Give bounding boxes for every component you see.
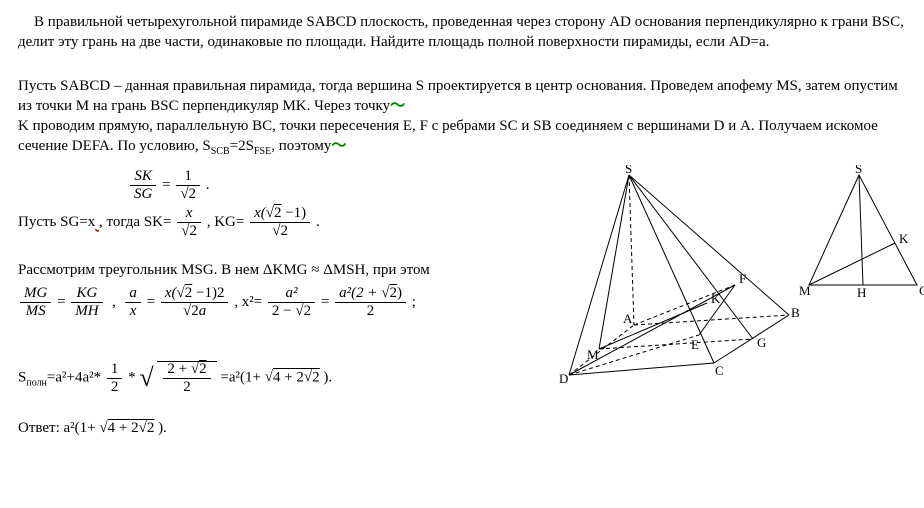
ans-p: 4 + 2: [108, 420, 139, 436]
eq3a-rn: KG: [77, 285, 98, 301]
ans-label: Ответ: a²(1+: [18, 420, 99, 436]
eq3c-rnpo: ): [397, 285, 402, 301]
tlbl-M: M: [799, 283, 811, 298]
solution-p2: Пусть SABCD – данная правильная пирамида…: [18, 76, 906, 159]
eq1-num: SK: [134, 168, 152, 184]
s-full-line: Sполн=a²+4a²* 1 2 * 2 + 2 2 =a²(1+ 4 + 2…: [18, 361, 533, 395]
figure-pyramid: S D C B A M G K E F: [539, 165, 799, 390]
frac-big: x(2 −1)2 2a: [161, 286, 229, 319]
sub-fse: FSE: [254, 146, 271, 157]
big-root: 2 + 2 2: [139, 361, 216, 395]
lbl-G: G: [757, 335, 766, 350]
s-fin-s: 2: [312, 369, 320, 385]
eq1-eq: =: [162, 177, 174, 193]
eq3a-ln: MG: [24, 285, 47, 301]
eq3b-rds: 2: [191, 303, 199, 319]
frac-half: 1 2: [107, 362, 123, 395]
s-half-n: 1: [107, 362, 123, 379]
eq3c-rns: 2: [389, 285, 397, 301]
eq1-rhs-num: 1: [176, 169, 200, 186]
s-fin-p: 4 + 2: [273, 369, 304, 385]
eq3c-rd: 2: [335, 303, 406, 319]
frac-sk: x 2: [177, 206, 201, 239]
sol-p2b-mid: =2S: [230, 138, 254, 154]
lbl-C: C: [715, 363, 724, 378]
eq3c-l: x²=: [242, 294, 266, 310]
s-rd: 2: [163, 379, 210, 395]
frac-x2-a: a² 2 − 2: [268, 286, 315, 319]
lbl-A: A: [623, 311, 633, 326]
s-half-d: 2: [107, 379, 123, 395]
problem-statement: В правильной четырехугольной пирамиде SA…: [18, 12, 906, 53]
figure-triangle: S M H G K: [799, 165, 924, 300]
eq1-rhs-den: 2: [189, 186, 197, 202]
tlbl-S: S: [855, 165, 862, 176]
answer-line: Ответ: a²(1+ 4 + 22 ).: [18, 420, 533, 437]
eq3a-ld: MS: [26, 303, 46, 319]
eq3b-ld: x: [130, 303, 137, 319]
sol-p2a: Пусть SABCD – данная правильная пирамида…: [18, 78, 898, 114]
eq3c-mdp: 2 −: [272, 303, 295, 319]
lbl-F: F: [739, 271, 746, 286]
s-rnp: 2 +: [167, 361, 190, 377]
frac-kg-mh: KG MH: [71, 286, 102, 319]
eq3b-rdp: a: [199, 303, 207, 319]
eq3c-rnp: a²(2 +: [339, 285, 381, 301]
tlbl-H: H: [857, 285, 866, 300]
solution-p4: Рассмотрим треугольник MSG. В нем ΔKMG ≈…: [18, 260, 533, 280]
frac-kg: x(2 −1) 2: [250, 206, 310, 239]
lbl-B: B: [791, 305, 799, 320]
tlbl-G: G: [919, 283, 924, 298]
wave-mark-2: ～: [331, 138, 344, 154]
eq2b-np: x(: [254, 205, 266, 221]
lbl-M: M: [587, 347, 599, 362]
frac-1-root2: 1 2: [176, 169, 200, 202]
p3a: Пусть SG=x: [18, 214, 95, 230]
tlbl-K: K: [899, 231, 909, 246]
frac-x2-b: a²(2 + 2) 2: [335, 286, 406, 319]
s-b: =a²+4a²*: [47, 369, 105, 385]
p3b: , тогда SK=: [99, 214, 171, 230]
line-sg-x: Пусть SG=x , тогда SK= x 2 , KG= x( 2 −1)…: [18, 206, 533, 239]
equation-3: MG MS = KG MH , a x = x(2 −1)2 2a , x²= …: [18, 286, 533, 319]
eq2b-den: 2: [281, 223, 289, 239]
eq2a-den: 2: [189, 223, 197, 239]
s-e: ).: [320, 369, 333, 385]
s-rns: 2: [199, 361, 207, 377]
eq2b-npo: −1): [281, 205, 306, 221]
s-sub: полн: [26, 377, 47, 388]
lbl-S: S: [625, 165, 632, 176]
eq3a-rd: MH: [75, 303, 98, 319]
lbl-D: D: [559, 371, 568, 386]
s-c: *: [128, 369, 139, 385]
lbl-E: E: [691, 337, 699, 352]
sol-p2b: K проводим прямую, параллельную BC, точк…: [18, 118, 878, 154]
eq3c-mn: a²: [286, 285, 298, 301]
frac-mg-ms: MG MS: [20, 286, 51, 319]
eq3b-rnp: x(: [165, 285, 177, 301]
s-d: =a²(1+: [220, 369, 264, 385]
equation-1: SK SG = 1 2 .: [128, 169, 533, 202]
eq3c-mds: 2: [304, 303, 312, 319]
frac-a-x: a x: [125, 286, 141, 319]
sub-scb: SCB: [211, 146, 230, 157]
lbl-K: K: [711, 291, 721, 306]
wave-mark: ～: [390, 98, 403, 114]
ans-end: ).: [154, 420, 167, 436]
eq1-den: SG: [134, 186, 152, 202]
eq2a-num: x: [186, 205, 193, 221]
frac-sk-sg: SK SG: [130, 169, 156, 202]
eq3b-ln: a: [129, 285, 137, 301]
frac-inside-root: 2 + 2 2: [163, 362, 210, 395]
eq3b-rnpo: −1)2: [192, 285, 224, 301]
sol-p2b-end: , поэтому: [271, 138, 331, 154]
p3c: , KG=: [207, 214, 248, 230]
